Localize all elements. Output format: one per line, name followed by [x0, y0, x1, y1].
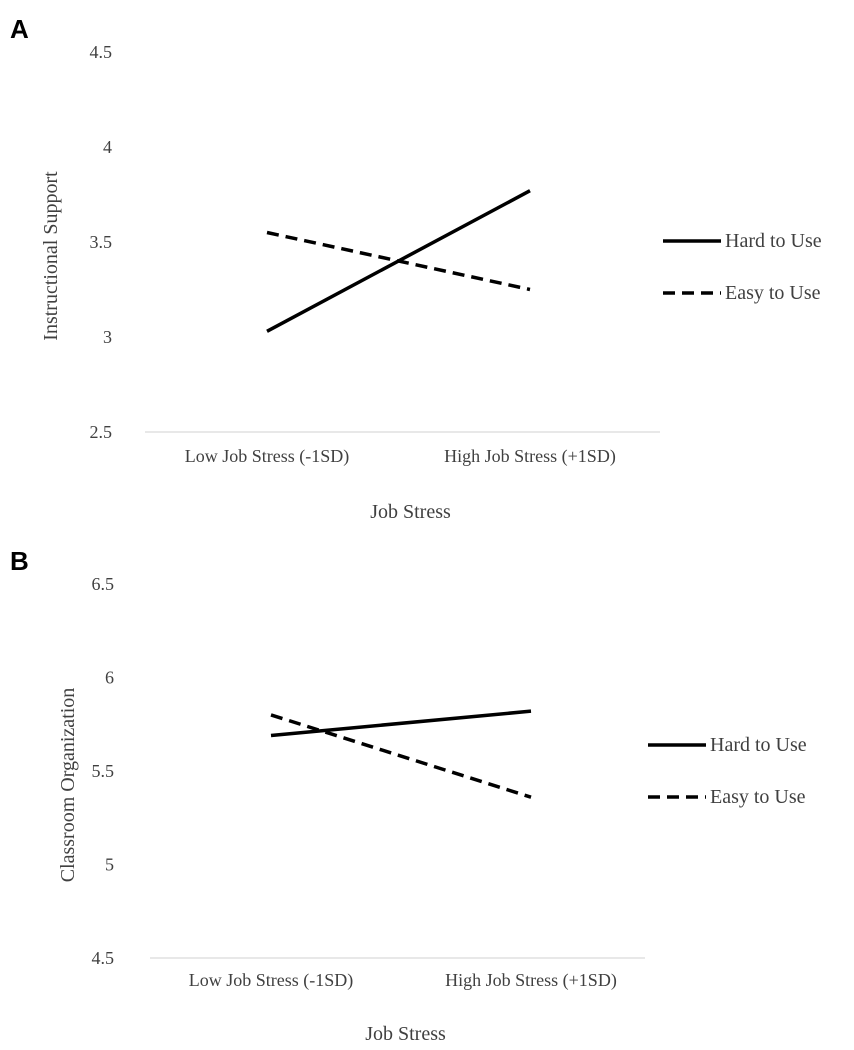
legend-label: Hard to Use: [725, 230, 822, 252]
y-axis-title: Instructional Support: [40, 171, 62, 341]
chart-panel-b: B 4.5 5 5.5 6 6.5 Low Job Stress (-1SD) High Jo…: [10, 546, 807, 1045]
legend-label: Easy to Use: [725, 282, 821, 304]
legend-label: Hard to Use: [710, 734, 807, 756]
chart-panel-a: A 2.5 3 3.5 4 4.5 Low Job Stress (-1SD) High Jo…: [10, 14, 822, 523]
series-line-easy-to-use: [270, 713, 532, 799]
series-line-hard-to-use: [270, 709, 532, 738]
legend-label: Easy to Use: [710, 786, 806, 808]
y-tick-label: 4.5: [92, 948, 115, 968]
x-tick-label: High Job Stress (+1SD): [445, 970, 617, 991]
y-tick-label: 6: [105, 668, 114, 688]
y-tick-label: 5: [105, 855, 114, 875]
y-tick-label: 4.5: [90, 42, 113, 62]
series-line-easy-to-use: [266, 230, 531, 292]
x-axis-title: Job Stress: [370, 501, 451, 523]
x-tick-label: Low Job Stress (-1SD): [185, 446, 350, 467]
y-tick-label: 4: [103, 137, 112, 157]
panel-label: A: [10, 14, 29, 44]
x-tick-label: Low Job Stress (-1SD): [189, 970, 354, 991]
y-tick-label: 3.5: [90, 232, 113, 252]
panel-label: B: [10, 546, 29, 576]
y-tick-label: 6.5: [92, 574, 115, 594]
y-tick-label: 3: [103, 327, 112, 347]
y-tick-label: 5.5: [92, 761, 115, 781]
x-axis-title: Job Stress: [365, 1023, 446, 1045]
x-tick-label: High Job Stress (+1SD): [444, 446, 616, 467]
y-axis-title: Classroom Organization: [57, 688, 79, 883]
y-tick-label: 2.5: [90, 422, 113, 442]
